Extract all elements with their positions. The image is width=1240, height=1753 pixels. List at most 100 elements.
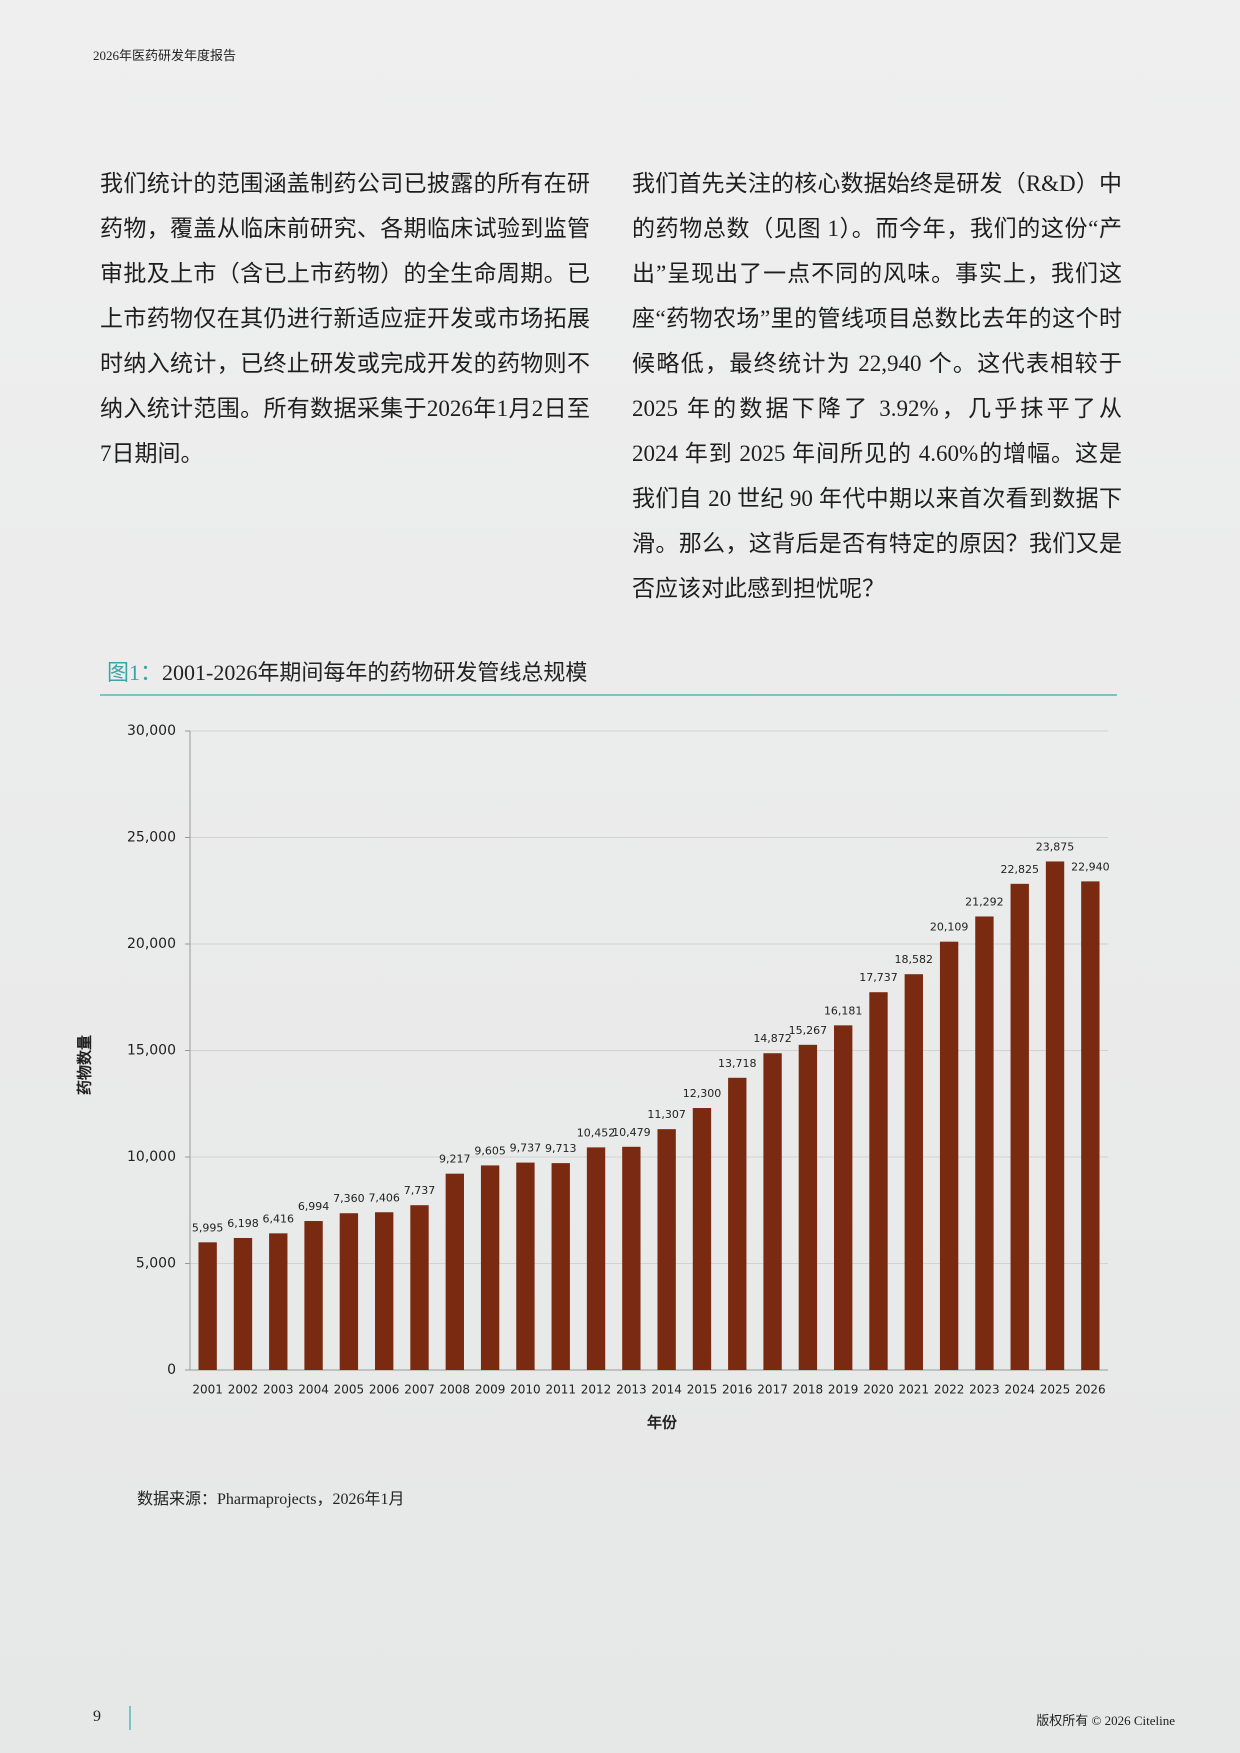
x-tick-label: 2020 bbox=[863, 1383, 894, 1397]
value-label: 13,718 bbox=[718, 1057, 757, 1070]
y-tick-label: 20,000 bbox=[127, 936, 176, 952]
bar bbox=[586, 1147, 606, 1370]
bar bbox=[445, 1173, 464, 1370]
bar bbox=[339, 1213, 359, 1370]
value-label: 9,713 bbox=[545, 1142, 577, 1155]
bar bbox=[657, 1129, 676, 1370]
bar bbox=[480, 1165, 500, 1370]
bar bbox=[269, 1233, 288, 1370]
page-number: 9 bbox=[93, 1708, 101, 1725]
value-label: 16,181 bbox=[824, 1004, 863, 1017]
bar bbox=[516, 1162, 535, 1370]
value-label: 17,737 bbox=[859, 971, 898, 984]
x-tick-label: 2009 bbox=[475, 1383, 506, 1397]
x-tick-label: 2003 bbox=[263, 1383, 294, 1397]
value-label: 14,872 bbox=[753, 1032, 792, 1045]
x-tick-label: 2021 bbox=[899, 1383, 930, 1397]
x-tick-label: 2023 bbox=[969, 1383, 1000, 1397]
value-label: 7,406 bbox=[368, 1191, 400, 1204]
bar bbox=[375, 1212, 394, 1370]
value-label: 7,360 bbox=[333, 1192, 365, 1205]
value-label: 6,994 bbox=[298, 1200, 330, 1213]
x-tick-label: 2014 bbox=[651, 1383, 682, 1397]
paragraph: 我们统计的范围涵盖制药公司已披露的所有在研药物，覆盖从临床前研究、各期临床试验到… bbox=[100, 171, 590, 466]
x-tick-label: 2017 bbox=[757, 1383, 788, 1397]
x-tick-label: 2005 bbox=[334, 1383, 365, 1397]
y-tick-label: 15,000 bbox=[127, 1043, 176, 1059]
bar bbox=[551, 1163, 570, 1370]
value-label: 15,267 bbox=[789, 1024, 828, 1037]
bar bbox=[834, 1025, 853, 1370]
value-label: 9,605 bbox=[474, 1144, 506, 1157]
bar bbox=[233, 1237, 253, 1370]
bar bbox=[798, 1044, 818, 1370]
y-tick-label: 25,000 bbox=[127, 830, 176, 846]
source-note: 数据来源：Pharmaprojects，2026年1月 bbox=[137, 1491, 405, 1508]
bar bbox=[1045, 861, 1065, 1370]
value-label: 21,292 bbox=[965, 895, 1004, 908]
x-tick-label: 2011 bbox=[545, 1383, 576, 1397]
y-axis-label: 药物数量 bbox=[76, 1035, 94, 1095]
copyright: 版权所有 © 2026 Citeline bbox=[1036, 1713, 1175, 1728]
x-tick-label: 2007 bbox=[404, 1383, 435, 1397]
value-label: 6,416 bbox=[263, 1212, 295, 1225]
x-tick-label: 2008 bbox=[440, 1383, 471, 1397]
y-tick-label: 30,000 bbox=[127, 723, 176, 739]
y-tick-label: 10,000 bbox=[127, 1149, 176, 1165]
bar bbox=[728, 1077, 747, 1370]
x-tick-label: 2016 bbox=[722, 1383, 753, 1397]
figure-caption: 图1：2001-2026年期间每年的药物研发管线总规模 bbox=[107, 655, 587, 687]
y-tick-label: 5,000 bbox=[136, 1256, 176, 1272]
value-label: 10,452 bbox=[577, 1126, 616, 1139]
x-tick-label: 2025 bbox=[1040, 1383, 1071, 1397]
x-tick-label: 2019 bbox=[828, 1383, 859, 1397]
x-tick-label: 2004 bbox=[298, 1383, 329, 1397]
value-label: 11,307 bbox=[647, 1108, 686, 1121]
value-label: 18,582 bbox=[895, 953, 934, 966]
bar bbox=[622, 1146, 641, 1370]
x-tick-label: 2022 bbox=[934, 1383, 965, 1397]
x-tick-label: 2001 bbox=[192, 1383, 223, 1397]
value-label: 22,940 bbox=[1071, 860, 1110, 873]
x-tick-label: 2013 bbox=[616, 1383, 647, 1397]
header-title: 2026年医药研发年度报告 bbox=[93, 48, 237, 63]
bar bbox=[1081, 881, 1100, 1370]
bar bbox=[975, 916, 994, 1370]
caption-rule bbox=[100, 694, 1117, 696]
footer-divider bbox=[129, 1706, 131, 1730]
chart: 药物数量 年份 0 5,000 10,000 15,000 20,000 25,000 30… bbox=[76, 723, 1110, 1432]
figure-title: 2001-2026年期间每年的药物研发管线总规模 bbox=[162, 660, 588, 685]
bar bbox=[939, 941, 959, 1370]
x-tick-label: 2024 bbox=[1004, 1383, 1035, 1397]
x-tick-label: 2002 bbox=[228, 1383, 259, 1397]
bar bbox=[410, 1205, 429, 1370]
x-tick-label: 2026 bbox=[1075, 1383, 1106, 1397]
bar bbox=[304, 1221, 323, 1370]
value-label: 22,825 bbox=[1000, 863, 1039, 876]
value-label: 9,217 bbox=[439, 1153, 471, 1166]
value-label: 23,875 bbox=[1036, 840, 1075, 853]
x-tick-label: 2010 bbox=[510, 1383, 541, 1397]
bar bbox=[904, 974, 923, 1370]
x-axis-label: 年份 bbox=[647, 1414, 678, 1432]
bar bbox=[763, 1053, 782, 1370]
x-tick-label: 2018 bbox=[793, 1383, 824, 1397]
bar bbox=[869, 992, 888, 1370]
x-tick-label: 2012 bbox=[581, 1383, 612, 1397]
value-label: 6,198 bbox=[227, 1217, 259, 1230]
paragraph: 我们首先关注的核心数据始终是研发（R&D）中的药物总数（见图 1）。而今年，我们… bbox=[632, 171, 1122, 601]
y-tick-label: 0 bbox=[167, 1362, 176, 1378]
value-label: 9,737 bbox=[510, 1142, 542, 1155]
value-label: 7,737 bbox=[404, 1184, 436, 1197]
bar bbox=[198, 1242, 217, 1370]
x-tick-label: 2006 bbox=[369, 1383, 400, 1397]
value-label: 5,995 bbox=[192, 1221, 224, 1234]
figure-label: 图1： bbox=[107, 660, 163, 685]
bar bbox=[692, 1108, 712, 1370]
value-label: 12,300 bbox=[683, 1087, 722, 1100]
x-tick-label: 2015 bbox=[687, 1383, 718, 1397]
value-label: 20,109 bbox=[930, 921, 969, 934]
value-label: 10,479 bbox=[612, 1126, 651, 1139]
bar bbox=[1010, 883, 1029, 1370]
